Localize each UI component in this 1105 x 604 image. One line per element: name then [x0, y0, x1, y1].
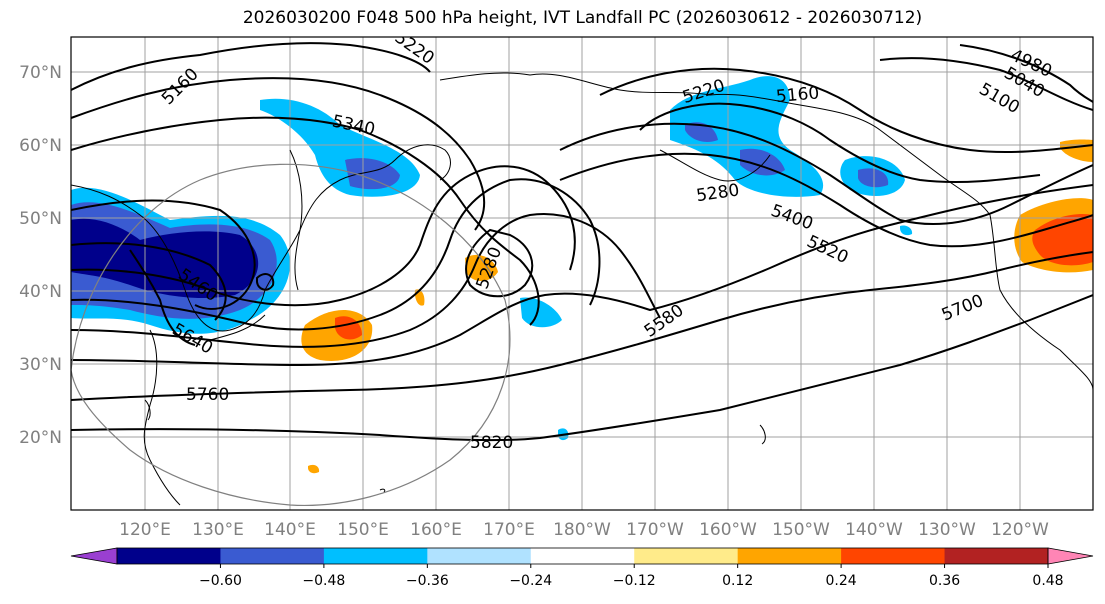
- contour-label: 5760: [186, 385, 229, 405]
- lon-label: 150°W: [772, 520, 830, 540]
- longitude-labels: 120°E 130°E 140°E 150°E 160°E 170°E 180°…: [119, 520, 1049, 540]
- colorbar-cell: [944, 548, 1049, 564]
- contour-label: 5820: [470, 433, 513, 453]
- colorbar-tick-label: 0.24: [826, 573, 857, 589]
- landfall-radius-circle: [71, 163, 511, 506]
- lat-label: 40°N: [19, 282, 62, 302]
- contour-label: 5160: [775, 83, 820, 107]
- lon-label: 170°E: [483, 520, 535, 540]
- lon-label: 140°E: [264, 520, 316, 540]
- colorbar-tick-label: −0.60: [199, 573, 242, 589]
- colorbar-cell: [220, 548, 325, 564]
- lat-label: 30°N: [19, 355, 62, 375]
- lon-label: 140°W: [845, 520, 903, 540]
- latitude-labels: 70°N 60°N 50°N 40°N 30°N 20°N: [19, 63, 62, 448]
- height-contours: [71, 42, 1093, 442]
- colorbar-cell: [117, 548, 221, 564]
- lon-label: 150°E: [337, 520, 389, 540]
- colorbar-tick-label: 0.12: [722, 573, 753, 589]
- lat-label: 70°N: [19, 63, 62, 83]
- colorbar-under-triangle: [70, 547, 118, 565]
- map-title: 2026030200 F048 500 hPa height, IVT Land…: [242, 8, 923, 28]
- lon-label: 160°W: [699, 520, 757, 540]
- colorbar-tick-label: −0.24: [509, 573, 552, 589]
- lat-label: 60°N: [19, 136, 62, 156]
- colorbar: −0.60 −0.48 −0.36 −0.24 −0.12 0.12 0.24 0.36 0.4…: [70, 547, 1094, 589]
- colorbar-cell: [427, 548, 532, 564]
- lon-label: 120°W: [991, 520, 1049, 540]
- colorbar-cell: [323, 548, 428, 564]
- colorbar-cell: [634, 548, 739, 564]
- colorbar-tick-label: 0.48: [1032, 573, 1063, 589]
- lon-label: 130°W: [918, 520, 976, 540]
- lon-label: 130°E: [192, 520, 244, 540]
- lon-label: 160°E: [410, 520, 462, 540]
- colorbar-tick-label: 0.36: [929, 573, 960, 589]
- lon-label: 120°E: [119, 520, 171, 540]
- colorbar-tick-label: −0.12: [613, 573, 656, 589]
- colorbar-over-triangle: [1047, 547, 1094, 565]
- lat-label: 20°N: [19, 428, 62, 448]
- map-frame: [70, 36, 1094, 511]
- colorbar-cell: [530, 548, 635, 564]
- colorbar-cell: [841, 548, 946, 564]
- colorbar-tick-label: −0.36: [406, 573, 449, 589]
- lat-label: 50°N: [19, 209, 62, 229]
- colorbar-border: [116, 547, 1049, 565]
- colorbar-cell: [737, 548, 842, 564]
- colorbar-tick-label: −0.48: [302, 573, 345, 589]
- lon-label: 180°W: [553, 520, 611, 540]
- lon-label: 170°W: [626, 520, 684, 540]
